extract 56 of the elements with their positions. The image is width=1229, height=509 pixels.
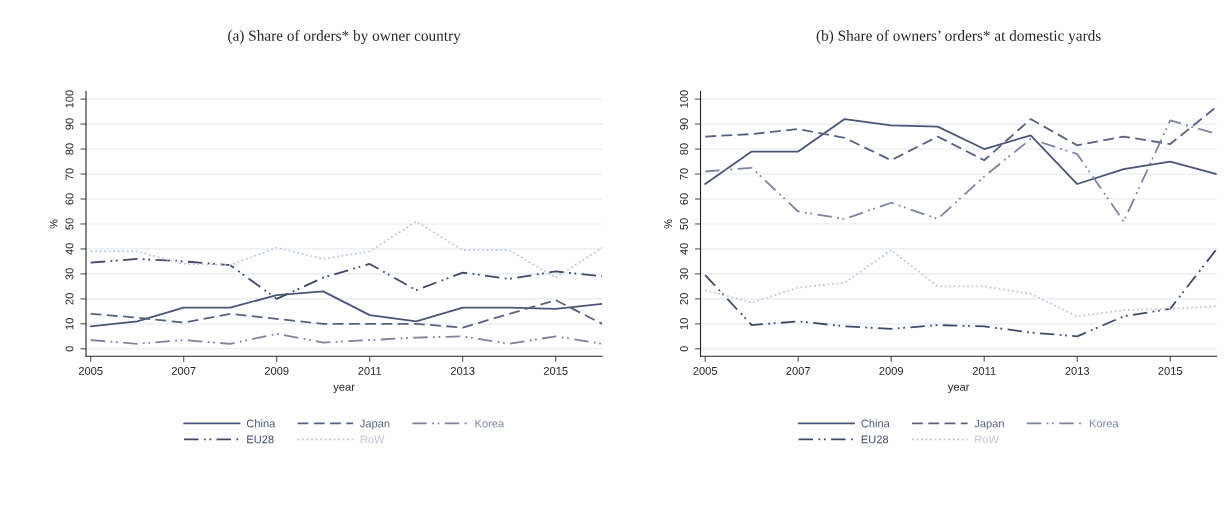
x-tick-label: 2015 <box>1158 367 1183 375</box>
line-series <box>89 332 603 345</box>
x-tick-label: 2015 <box>543 367 568 375</box>
x-tick-label: 2007 <box>171 367 196 375</box>
y-tick-label: 30 <box>65 268 74 280</box>
x-tick-label: 2011 <box>972 367 996 375</box>
text: RoW <box>360 435 385 444</box>
chart-title: (a) Share of orders* by owner country <box>228 29 461 45</box>
x-tick-label: 2007 <box>786 367 810 375</box>
text: Korea <box>1089 419 1119 428</box>
y-tick-label: 70 <box>65 168 74 180</box>
y-tick-label: 10 <box>65 318 74 330</box>
text: EU28 <box>247 435 274 444</box>
x-axis-title: year <box>947 384 970 393</box>
y-tick-label: 20 <box>65 293 74 305</box>
y-tick-label: 60 <box>65 193 74 205</box>
y-tick-label: 90 <box>65 118 74 130</box>
y-axis-title: % <box>664 219 672 229</box>
y-tick-label: 10 <box>680 318 688 330</box>
y-tick-label: 60 <box>680 193 688 205</box>
y-axis-title: % <box>49 219 58 229</box>
y-tick-label: 100 <box>65 90 74 108</box>
x-tick-label: 2009 <box>879 367 904 375</box>
y-tick-label: 20 <box>680 293 688 305</box>
x-tick-label: 2005 <box>78 367 103 375</box>
x-tick-label: 2009 <box>264 367 289 375</box>
x-tick-label: 2011 <box>358 367 382 375</box>
y-tick-label: 50 <box>65 218 74 230</box>
y-tick-label: 70 <box>680 168 688 180</box>
x-tick-label: 2013 <box>450 367 475 375</box>
x-axis-title: year <box>333 384 355 393</box>
y-tick-label: 0 <box>65 346 74 352</box>
text: Japan <box>974 419 1004 430</box>
text: China <box>246 419 276 428</box>
text: EU28 <box>861 435 889 444</box>
chart-title: (b) Share of owners’ orders* at domestic yards <box>816 29 1101 45</box>
x-tick-label: 2005 <box>693 367 718 375</box>
x-tick-label: 2013 <box>1065 367 1090 375</box>
line-series <box>704 249 1217 318</box>
y-tick-label: 30 <box>680 268 688 280</box>
line-series <box>89 258 603 300</box>
y-tick-label: 40 <box>680 243 688 255</box>
text: RoW <box>975 435 999 444</box>
line-series <box>89 220 603 279</box>
y-tick-label: 80 <box>680 143 688 155</box>
text: Japan <box>359 419 390 430</box>
line-series <box>704 248 1217 338</box>
y-tick-label: 90 <box>680 118 688 130</box>
text: Korea <box>475 419 505 428</box>
y-tick-label: 0 <box>680 346 688 352</box>
line-series <box>89 290 603 328</box>
y-tick-label: 80 <box>65 143 74 155</box>
y-tick-label: 50 <box>680 218 688 230</box>
y-tick-label: 100 <box>680 90 688 108</box>
y-tick-label: 40 <box>65 243 74 255</box>
text: China <box>861 419 890 428</box>
